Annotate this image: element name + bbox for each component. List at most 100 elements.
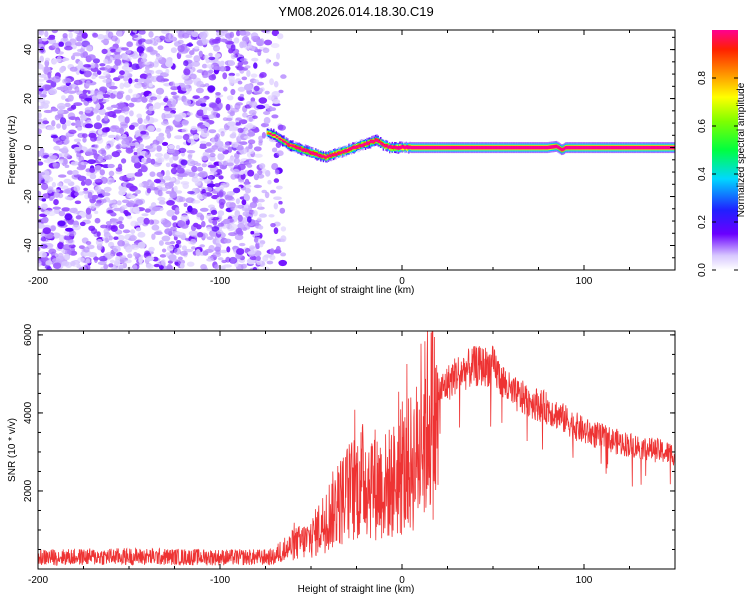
ridge-cell [380, 142, 382, 145]
ridge-cell [480, 146, 483, 149]
x-tick-label: -200 [28, 575, 48, 586]
spectrogram-cell [130, 157, 140, 164]
spectrogram-cell [151, 224, 160, 231]
spectrogram-cell [170, 47, 177, 54]
spectrogram-cell [257, 81, 264, 86]
spectrogram-cell [110, 48, 117, 53]
ridge-cell [292, 145, 294, 148]
spectrogram-cell [118, 264, 124, 270]
spectrogram-cell [235, 117, 242, 121]
ridge-cell [609, 146, 611, 149]
spectrogram-cell [236, 136, 241, 142]
ridge-cell [610, 146, 613, 149]
spectrogram-cell [97, 155, 104, 161]
spectrogram-cell [170, 91, 177, 96]
ridge-cell [358, 145, 360, 148]
ridge-cell [386, 145, 388, 148]
spectrogram-cell [212, 219, 218, 226]
ridge-cell [547, 146, 549, 149]
spectrogram-cell [226, 162, 234, 167]
ridge-cell [429, 146, 432, 149]
spectrogram-cell [235, 198, 240, 205]
spectrogram-cell [43, 109, 53, 114]
spectrogram-cell [167, 144, 176, 149]
ridge-cell [331, 153, 334, 156]
ridge-cell [535, 146, 537, 149]
spectrogram-cell [103, 71, 110, 76]
spectrogram-cell [47, 234, 55, 239]
spectrogram-cell [246, 70, 251, 77]
spectrogram-cell [156, 75, 165, 83]
ridge-cell [650, 146, 652, 149]
spectrogram-cell [159, 102, 166, 106]
spectrogram-cell [75, 119, 81, 127]
spectrogram-cell [126, 50, 132, 54]
spectrogram-cell [189, 73, 197, 80]
spectrogram-cell [248, 148, 255, 155]
spectrogram-cell [98, 108, 106, 116]
spectrogram-cell [73, 102, 83, 106]
ridge-cell [312, 152, 314, 155]
spectrogram-cell [123, 210, 129, 215]
y-tick-label: 20 [23, 93, 34, 105]
ridge-cell [396, 147, 399, 150]
spectrogram-cell [244, 65, 251, 69]
ridge-cell [661, 146, 664, 149]
ridge-cell [357, 145, 359, 148]
ridge-cell [614, 146, 616, 149]
spectrogram-cell [271, 163, 279, 170]
spectrogram-cell [214, 264, 220, 270]
spectrogram-cell [132, 206, 140, 214]
ridge-cell [544, 146, 546, 149]
spectrogram-cell [43, 210, 50, 215]
ridge-cell [526, 146, 528, 149]
snr-frame [37, 330, 676, 570]
spectrogram-cell [158, 265, 164, 270]
ridge-cell [340, 151, 342, 154]
spectrogram-cell [273, 61, 280, 67]
ridge-cell [381, 142, 383, 145]
spectrogram-cell [249, 245, 256, 250]
spectrogram-cell [181, 128, 188, 133]
ridge-cell [306, 150, 308, 153]
spectrogram-cell [203, 127, 208, 134]
spectrogram-cell [248, 116, 253, 122]
spectrogram-cell [165, 162, 171, 168]
spectrogram-cell [187, 138, 194, 143]
spectrogram-cell [187, 190, 195, 195]
spectrogram-cell [177, 39, 184, 45]
spectrogram-cell [237, 214, 243, 222]
spectrogram-cell [239, 93, 244, 98]
spectrogram-cell [278, 124, 284, 130]
ridge-cell [392, 146, 395, 149]
spectrogram-cell [231, 132, 237, 137]
spectrogram-cell [90, 202, 95, 210]
spectrogram-cell [114, 259, 121, 266]
spectrogram-cell [106, 106, 113, 111]
spectrogram-cell [45, 57, 50, 62]
spectrogram-cell [270, 43, 280, 49]
spectrogram-cell [130, 229, 136, 234]
spectrogram-cell [164, 241, 172, 245]
spectrogram-cell [182, 133, 190, 141]
ridge-cell [322, 155, 325, 158]
spectrogram-cell [175, 207, 180, 212]
spectrogram-cell [56, 86, 66, 91]
spectrogram-cell [202, 193, 208, 199]
spectrogram-cell [153, 178, 162, 184]
spectrogram-cell [218, 145, 227, 152]
ridge-cell [285, 142, 288, 145]
ridge-cell [397, 146, 400, 150]
spectrogram-cell [186, 261, 195, 267]
spectrogram-x-label: Height of straight line (km) [298, 285, 415, 296]
spectrogram-cell [192, 200, 201, 204]
spectrogram-cell [183, 31, 191, 36]
spectrogram-cell [239, 58, 248, 62]
ridge-cell [662, 146, 665, 149]
spectrogram-cell [182, 182, 189, 189]
spectrogram-cell [38, 78, 45, 82]
ridge-cell [519, 146, 521, 149]
ridge-cell [347, 149, 349, 152]
spectrogram-cell [63, 253, 71, 261]
spectrogram-cell [138, 39, 143, 45]
